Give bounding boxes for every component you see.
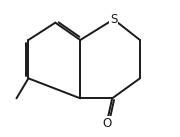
Text: O: O [102, 117, 111, 130]
Text: S: S [110, 13, 117, 26]
